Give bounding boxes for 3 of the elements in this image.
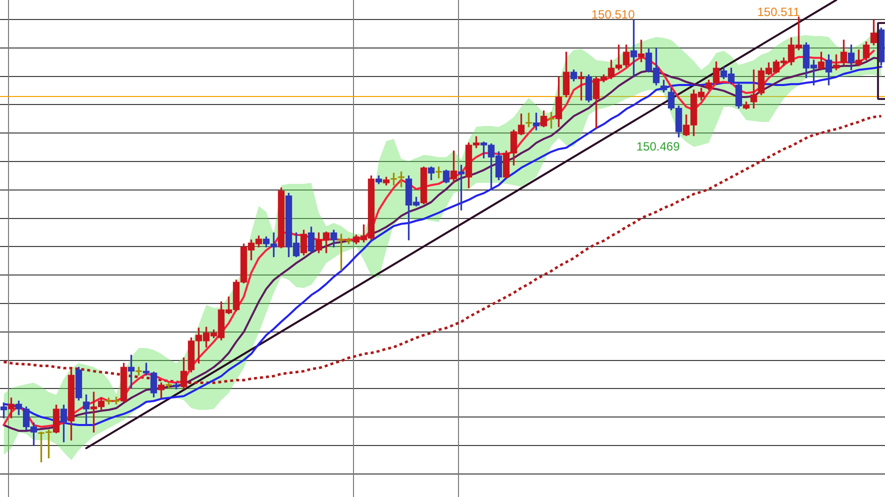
annotation: 150.511 (757, 4, 800, 19)
annotation: 150.469 (636, 139, 680, 154)
annotation: 150.510 (591, 8, 636, 22)
